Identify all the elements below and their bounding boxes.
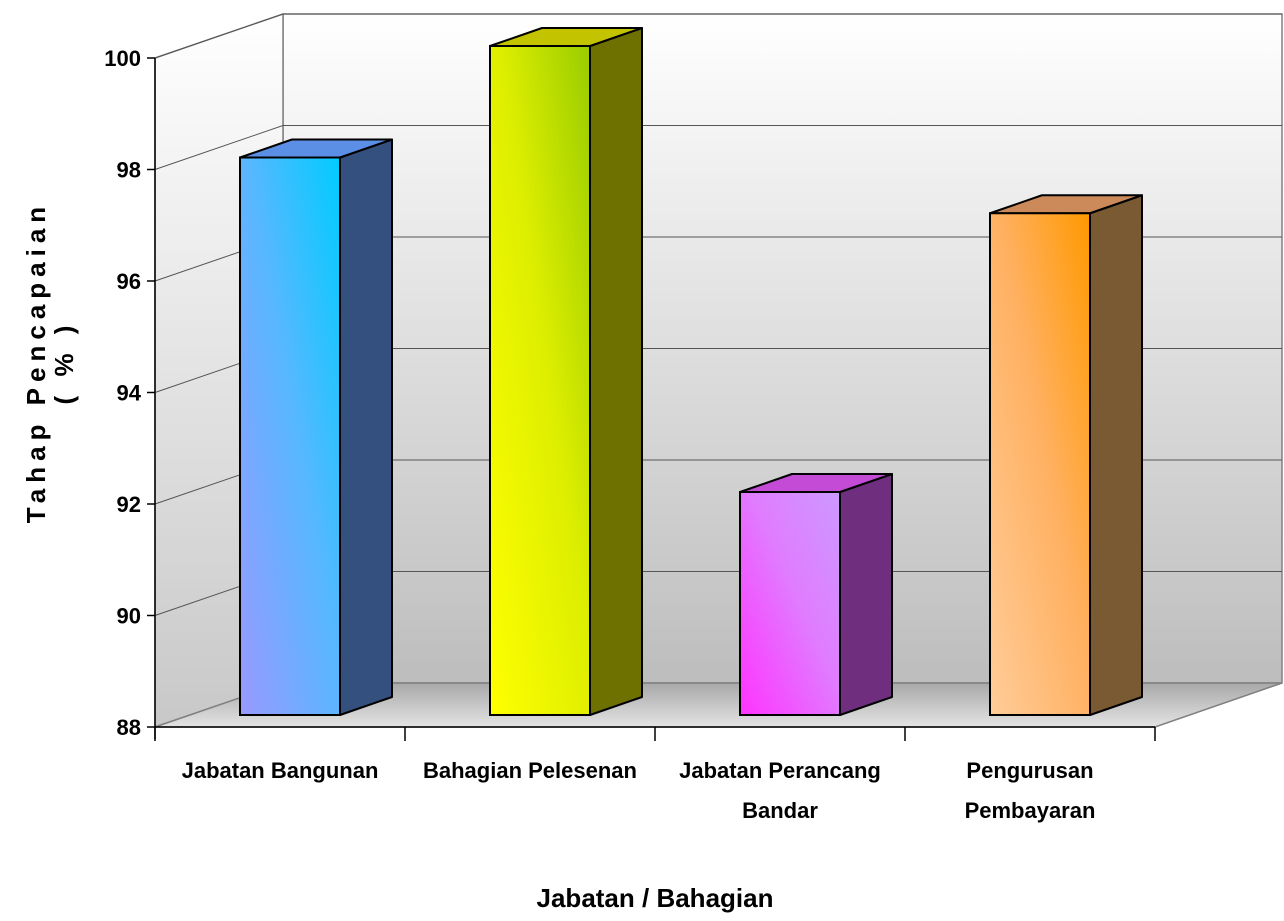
axes	[147, 57, 1156, 741]
y-tick-label: 90	[117, 604, 141, 629]
bar-side	[1089, 194, 1143, 716]
bar-front	[239, 156, 341, 716]
y-tick-label: 98	[117, 158, 141, 183]
x-category-label: Pembayaran	[965, 798, 1096, 823]
y-tick-label: 96	[117, 269, 141, 294]
bar-side	[839, 473, 893, 716]
y-axis-title-line-2: ( % )	[49, 320, 79, 405]
y-tick-label: 92	[117, 492, 141, 517]
gridline-side	[154, 125, 284, 170]
x-category-label: Pengurusan	[966, 758, 1093, 783]
y-tick-labels: 88 90 92 94 96 98 100	[104, 46, 141, 740]
bar	[489, 27, 643, 716]
bar-front	[739, 491, 841, 716]
x-category-labels: Jabatan Bangunan Bahagian Pelesenan Jabata…	[182, 758, 1096, 823]
y-axis-title-line-1: Tahap Pencapaian	[21, 201, 51, 523]
x-axis-title: Jabatan / Bahagian	[537, 883, 774, 913]
gridline-side	[154, 13, 284, 59]
bar	[739, 473, 893, 716]
bars	[239, 27, 1143, 716]
y-tick-label: 94	[117, 381, 142, 406]
bar	[239, 138, 393, 716]
x-category-label: Jabatan Perancang	[679, 758, 881, 783]
x-category-label: Jabatan Bangunan	[182, 758, 379, 783]
bar	[989, 194, 1143, 716]
bar-front	[989, 212, 1091, 716]
bar-side	[589, 27, 643, 716]
y-tick-label: 88	[117, 715, 141, 740]
bar-front	[489, 45, 591, 716]
bar-side	[339, 138, 393, 716]
x-category-label: Bahagian Pelesenan	[423, 758, 637, 783]
y-tick-label: 100	[104, 46, 141, 71]
y-axis-title: Tahap Pencapaian ( % )	[21, 201, 79, 523]
x-category-label: Bandar	[742, 798, 818, 823]
